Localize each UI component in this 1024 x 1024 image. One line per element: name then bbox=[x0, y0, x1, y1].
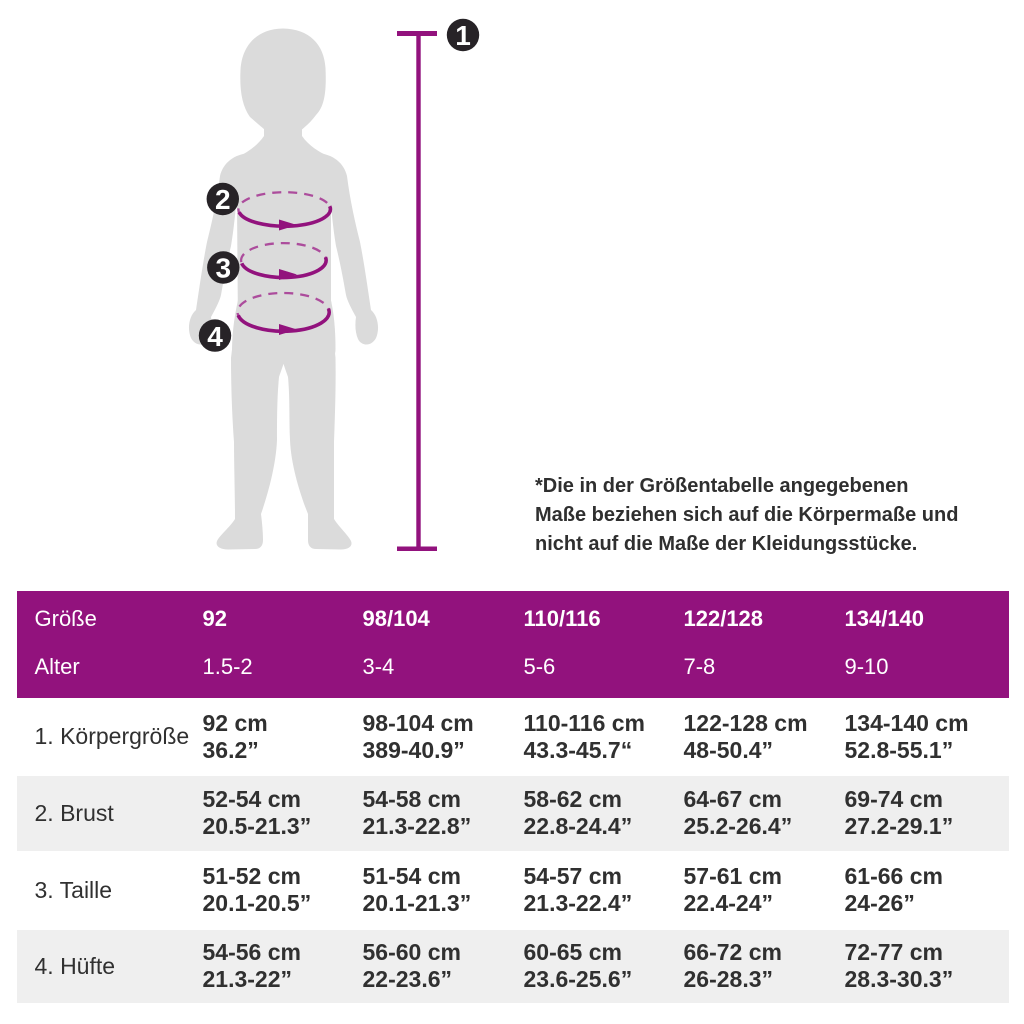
svg-text:4: 4 bbox=[207, 321, 223, 352]
svg-text:2: 2 bbox=[215, 184, 231, 215]
svg-text:1: 1 bbox=[455, 20, 471, 51]
svg-text:3: 3 bbox=[216, 253, 232, 284]
